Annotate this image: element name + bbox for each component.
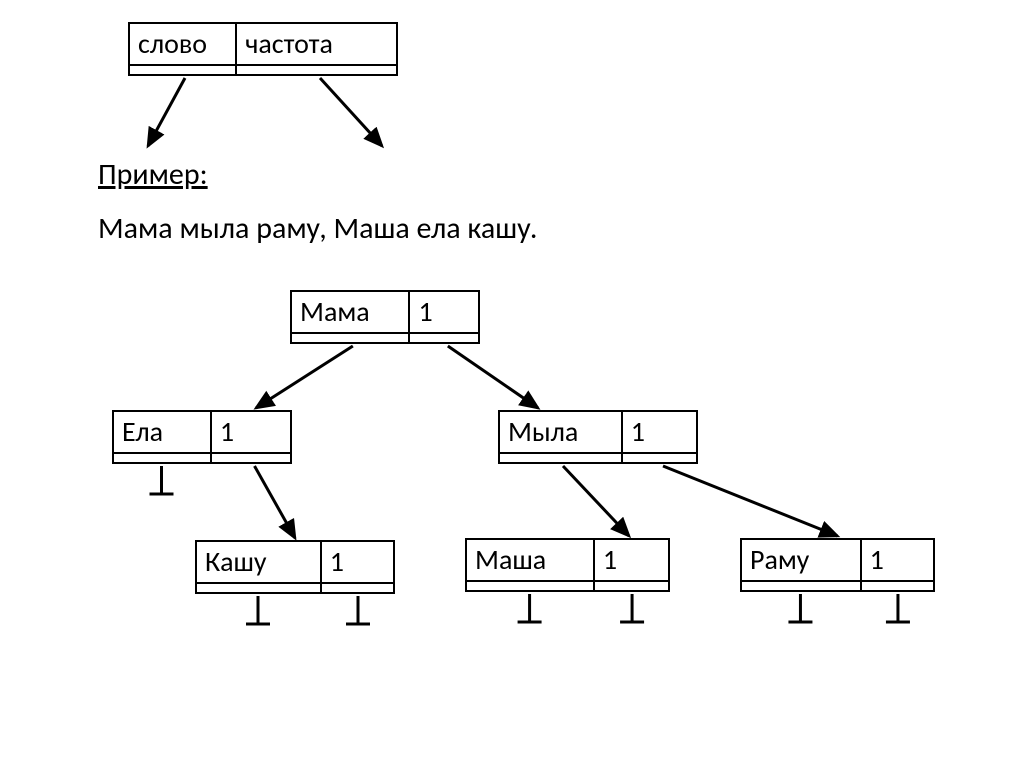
tree-node-ramu: Раму 1 <box>740 538 935 592</box>
node-freq: 1 <box>321 541 394 583</box>
node-word: Раму <box>741 539 861 581</box>
node-word: Мама <box>291 291 409 333</box>
node-freq: 1 <box>211 411 291 453</box>
node-word: Мыла <box>499 411 622 453</box>
node-word: Кашу <box>196 541 321 583</box>
tree-node-kashu: Кашу 1 <box>195 540 395 594</box>
node-freq: 1 <box>409 291 479 333</box>
example-label: Пример: <box>98 156 208 193</box>
node-word: Маша <box>466 539 594 581</box>
diagram-arrows <box>0 0 1024 767</box>
tree-node-mama: Мама 1 <box>290 290 480 344</box>
tree-node-masha: Маша 1 <box>465 538 670 592</box>
header-cell-word: слово <box>129 23 236 65</box>
node-word: Ела <box>113 411 211 453</box>
tree-node-header: слово частота <box>128 22 398 76</box>
header-cell-freq: частота <box>236 23 397 65</box>
example-sentence: Мама мыла раму, Маша ела кашу. <box>98 210 538 247</box>
diagram-root: слово частота Пример: Мама мыла раму, Ма… <box>0 0 1024 767</box>
node-freq: 1 <box>622 411 697 453</box>
node-freq: 1 <box>861 539 934 581</box>
tree-node-myla: Мыла 1 <box>498 410 698 464</box>
node-freq: 1 <box>594 539 669 581</box>
tree-node-ela: Ела 1 <box>112 410 292 464</box>
